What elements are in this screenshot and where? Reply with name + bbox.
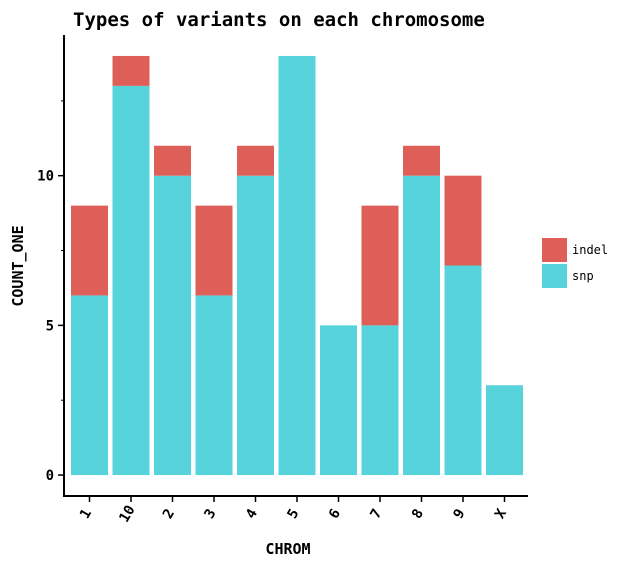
x-tick-label-6: 6 (326, 506, 344, 521)
bar-snp-chrom-X (486, 385, 523, 476)
bar-snp-chrom-4 (237, 175, 274, 476)
bar-snp-chrom-6 (320, 325, 357, 476)
legend-label-indel: indel (572, 243, 608, 257)
x-tick-label-X: X (492, 506, 510, 522)
bar-snp-chrom-2 (154, 175, 191, 476)
bar-indel-chrom-4 (237, 145, 274, 176)
bar-indel-chrom-2 (154, 145, 191, 176)
legend-swatch-snp (542, 264, 567, 288)
bar-snp-chrom-9 (444, 265, 482, 476)
bars-group (71, 55, 523, 476)
bar-indel-chrom-7 (361, 205, 399, 326)
y-tick-label-5: 5 (46, 318, 54, 334)
legend: indel snp (542, 238, 608, 288)
x-tick-label-9: 9 (450, 506, 468, 521)
bar-indel-chrom-1 (71, 205, 108, 296)
x-axis-label: CHROM (265, 540, 310, 558)
bar-snp-chrom-3 (195, 295, 233, 476)
bar-snp-chrom-8 (403, 175, 440, 476)
x-tick-label-1: 1 (77, 506, 95, 521)
bar-indel-chrom-3 (195, 205, 233, 296)
bar-snp-chrom-7 (361, 325, 399, 476)
legend-label-snp: snp (572, 269, 594, 283)
x-tick-label-8: 8 (409, 506, 427, 521)
bar-indel-chrom-9 (444, 175, 482, 266)
x-tick-label-3: 3 (201, 506, 219, 521)
x-tick-label-5: 5 (284, 506, 302, 521)
x-tick-label-4: 4 (243, 506, 261, 521)
bar-snp-chrom-5 (278, 55, 316, 476)
legend-swatch-indel (542, 238, 567, 262)
y-tick-label-10: 10 (37, 169, 54, 185)
y-tick-label-0: 0 (46, 468, 54, 484)
x-tick-label-10: 10 (116, 503, 138, 526)
bar-indel-chrom-10 (112, 55, 150, 86)
x-tick-label-2: 2 (160, 506, 178, 521)
bar-snp-chrom-10 (112, 85, 150, 476)
bar-snp-chrom-1 (71, 295, 108, 476)
y-axis-label: COUNT_ONE (9, 225, 27, 306)
bar-indel-chrom-8 (403, 145, 440, 176)
chart-title: Types of variants on each chromosome (73, 9, 485, 31)
x-tick-label-7: 7 (367, 506, 385, 521)
